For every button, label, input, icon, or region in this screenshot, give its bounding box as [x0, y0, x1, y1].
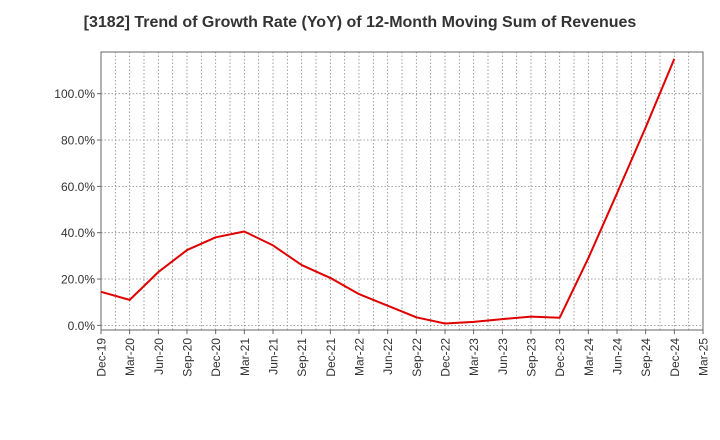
x-tick-label: Mar-23 — [467, 338, 481, 376]
series-layer — [100, 58, 676, 325]
x-tick-label: Mar-24 — [582, 338, 596, 376]
grid-lines — [101, 52, 703, 330]
x-tick-label: Dec-23 — [553, 338, 567, 377]
series-line — [100, 58, 676, 325]
y-tick-label: 20.0% — [61, 273, 95, 287]
y-tick-label: 0.0% — [68, 319, 96, 333]
x-tick-label: Dec-24 — [668, 338, 682, 377]
x-tick-label: Mar-25 — [697, 338, 711, 376]
x-tick-label: Jun-23 — [496, 338, 510, 375]
x-tick-label: Sep-21 — [295, 338, 309, 377]
tick-labels: 0.0% 20.0% 40.0% 60.0% 80.0% 100.0% Dec-19 Mar-… — [54, 87, 710, 377]
x-tick-label: Jun-22 — [381, 338, 395, 375]
x-tick-label: Dec-21 — [324, 338, 338, 377]
x-tick-label: Sep-22 — [410, 338, 424, 377]
x-tick-label: Mar-21 — [238, 338, 252, 376]
chart-title: [3182] Trend of Growth Rate (YoY) of 12-… — [83, 14, 637, 31]
x-tick-label: Dec-20 — [209, 338, 223, 377]
plot-frame — [100, 51, 704, 331]
y-tick-label: 40.0% — [61, 226, 95, 240]
x-tick-label: Jun-21 — [267, 338, 281, 375]
y-tick-label: 80.0% — [61, 134, 95, 148]
x-tick-label: Sep-24 — [639, 338, 653, 377]
x-tick-label: Jun-24 — [611, 338, 625, 375]
x-tick-label: Jun-20 — [152, 338, 166, 375]
x-tick-label: Mar-20 — [123, 338, 137, 376]
axes — [97, 51, 704, 334]
y-tick-label: 60.0% — [61, 180, 95, 194]
x-tick-label: Sep-23 — [525, 338, 539, 377]
x-tick-label: Dec-22 — [439, 338, 453, 377]
y-tick-label: 100.0% — [54, 87, 95, 101]
x-tick-label: Sep-20 — [181, 338, 195, 377]
x-tick-label: Mar-22 — [353, 338, 367, 376]
x-tick-label: Dec-19 — [95, 338, 109, 377]
